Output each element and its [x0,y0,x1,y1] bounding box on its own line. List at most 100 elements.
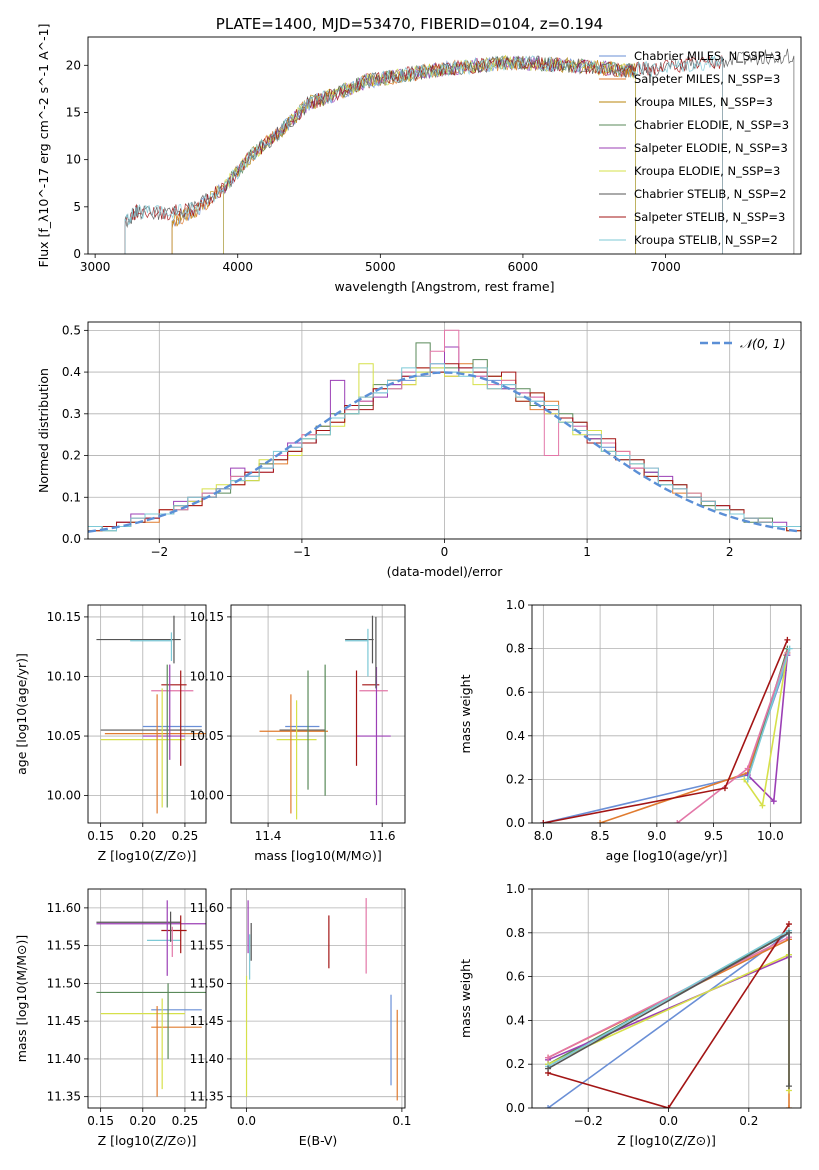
y-axis-label: mass weight [458,674,473,753]
x-tick-label: 9.5 [704,829,723,843]
x-tick-label: 5000 [365,260,396,274]
y-axis-label: mass [log10(M/M⊙)] [14,935,29,1063]
x-axis-label: E(B-V) [299,1133,338,1148]
y-tick-label: 0.6 [506,685,525,699]
y-tick-label: 0.0 [62,532,81,546]
x-tick-label: 0.20 [129,1114,156,1128]
plot-area-8 [532,889,801,1108]
y-tick-label: 5 [73,200,81,214]
chart-title: PLATE=1400, MJD=53470, FIBERID=0104, z=0… [216,15,603,33]
x-tick-label: 11.4 [255,829,282,843]
weight-series-7 [543,639,789,823]
x-tick-label: 0 [441,545,449,559]
y-tick-label: 1.0 [506,598,525,612]
y-tick-label: 11.35 [47,1090,81,1104]
spectrum-series-1 [171,55,636,254]
panel-7: 0.0 0.1 11.35 11.40 11.45 11.50 11.55 11.60 E(B-… [190,888,411,1148]
legend-entry: Kroupa MILES, N_SSP=3 [634,95,773,109]
weight-series-7 [547,923,790,1108]
y-tick-label: 0.0 [506,1101,525,1115]
x-tick-label: −0.2 [574,1114,603,1128]
axes-frame [87,36,802,255]
y-tick-label: 0.2 [506,772,525,786]
weight-series-8 [547,929,790,1068]
x-tick-label: 9.0 [647,829,666,843]
x-axis-label: Z [log10(Z/Z⊙)] [98,848,197,863]
y-tick-label: 11.60 [190,901,224,915]
y-tick-label: 10.15 [190,610,224,624]
data-point [545,1105,552,1108]
axes-frame [531,888,802,1109]
spectrum-series-3 [171,55,636,254]
x-tick-label: 8.5 [591,829,610,843]
x-axis-label: (data-model)/error [387,564,504,579]
legend-entry: Kroupa STELIB, N_SSP=2 [634,233,778,247]
plot-area-7 [231,889,405,1108]
x-tick-label: 6000 [508,260,539,274]
x-tick-label: 0.15 [87,1114,114,1128]
x-tick-label: 0.20 [129,829,156,843]
spectrum-series-2 [171,55,636,254]
data-point [744,765,751,772]
legend-entry: Chabrier ELODIE, N_SSP=3 [634,118,789,132]
y-tick-label: 11.45 [190,1014,224,1028]
y-tick-label: 0.4 [506,729,525,743]
x-tick-label: −2 [150,545,168,559]
y-tick-label: 0.6 [506,970,525,984]
data-point [785,921,792,928]
x-tick-label: 4000 [222,260,253,274]
weight-series-8 [746,648,791,780]
y-tick-label: 11.40 [190,1052,224,1066]
y-tick-label: 10.05 [190,729,224,743]
spectrum-series-9 [124,55,723,254]
plot-area-6 [88,889,206,1108]
y-tick-label: 15 [66,105,81,119]
spectrum-series-7 [124,48,795,254]
y-tick-label: 11.35 [190,1090,224,1104]
data-point [545,1065,552,1072]
data-point [786,645,793,652]
data-point [785,1083,792,1090]
axes-frame [531,604,802,824]
spectrum-series-8 [124,55,723,254]
x-axis-label: mass [log10(M/M⊙)] [254,848,382,863]
legend-entry: Salpeter ELODIE, N_SSP=3 [634,141,788,155]
panel-3: 0.15 0.20 0.25 10.00 10.05 10.10 10.15 Z [log10… [14,604,207,863]
y-tick-label: 0.2 [506,1057,525,1071]
y-tick-label: 0.5 [62,323,81,337]
data-point [784,636,791,643]
x-tick-label: −1 [293,545,311,559]
weight-series-6 [547,936,790,1059]
plot-area-5 [532,605,801,823]
spectrum-series-6 [223,54,636,254]
y-tick-label: 10.10 [47,669,81,683]
x-axis-label: age [log10(age/yr)] [606,848,728,863]
y-tick-label: 0.4 [506,1013,525,1027]
x-tick-label: 0.2 [739,1114,758,1128]
data-point [759,802,766,809]
x-axis-label: wavelength [Angstrom, rest frame] [334,279,554,294]
plot-area-3 [88,605,206,823]
x-tick-label: 0.0 [659,1114,678,1128]
data-point [674,820,681,823]
x-tick-label: 3000 [80,260,111,274]
panel-8: −0.2 0.0 0.2 0.0 0.2 0.4 0.6 0.8 1.0 Z [log10(Z/Z… [458,882,802,1148]
x-tick-label: 0.25 [172,829,199,843]
x-axis-label: Z [log10(Z/Z⊙)] [617,1133,716,1148]
y-tick-label: 0 [73,247,81,261]
panel-6: 0.15 0.20 0.25 11.35 11.40 11.45 11.50 11.55 11.… [14,888,207,1148]
x-axis-label: Z [log10(Z/Z⊙)] [98,1133,197,1148]
spectrum-series-4 [223,55,636,254]
plot-area-2 [88,322,801,539]
panel-5: 8.0 8.5 9.0 9.5 10.0 0.0 0.2 0.4 0.6 0.8 1.0 age [l… [458,598,802,863]
y-tick-label: 0.8 [506,642,525,656]
y-tick-label: 0.4 [62,365,81,379]
data-point [721,785,728,792]
normal-curve [88,371,801,533]
spectrum-series-5 [223,56,636,254]
y-tick-label: 11.55 [190,939,224,953]
y-tick-label: 11.60 [47,901,81,915]
y-tick-label: 10.05 [47,729,81,743]
y-axis-label: Normed distribution [36,368,51,493]
x-tick-label: 0.1 [392,1114,411,1128]
